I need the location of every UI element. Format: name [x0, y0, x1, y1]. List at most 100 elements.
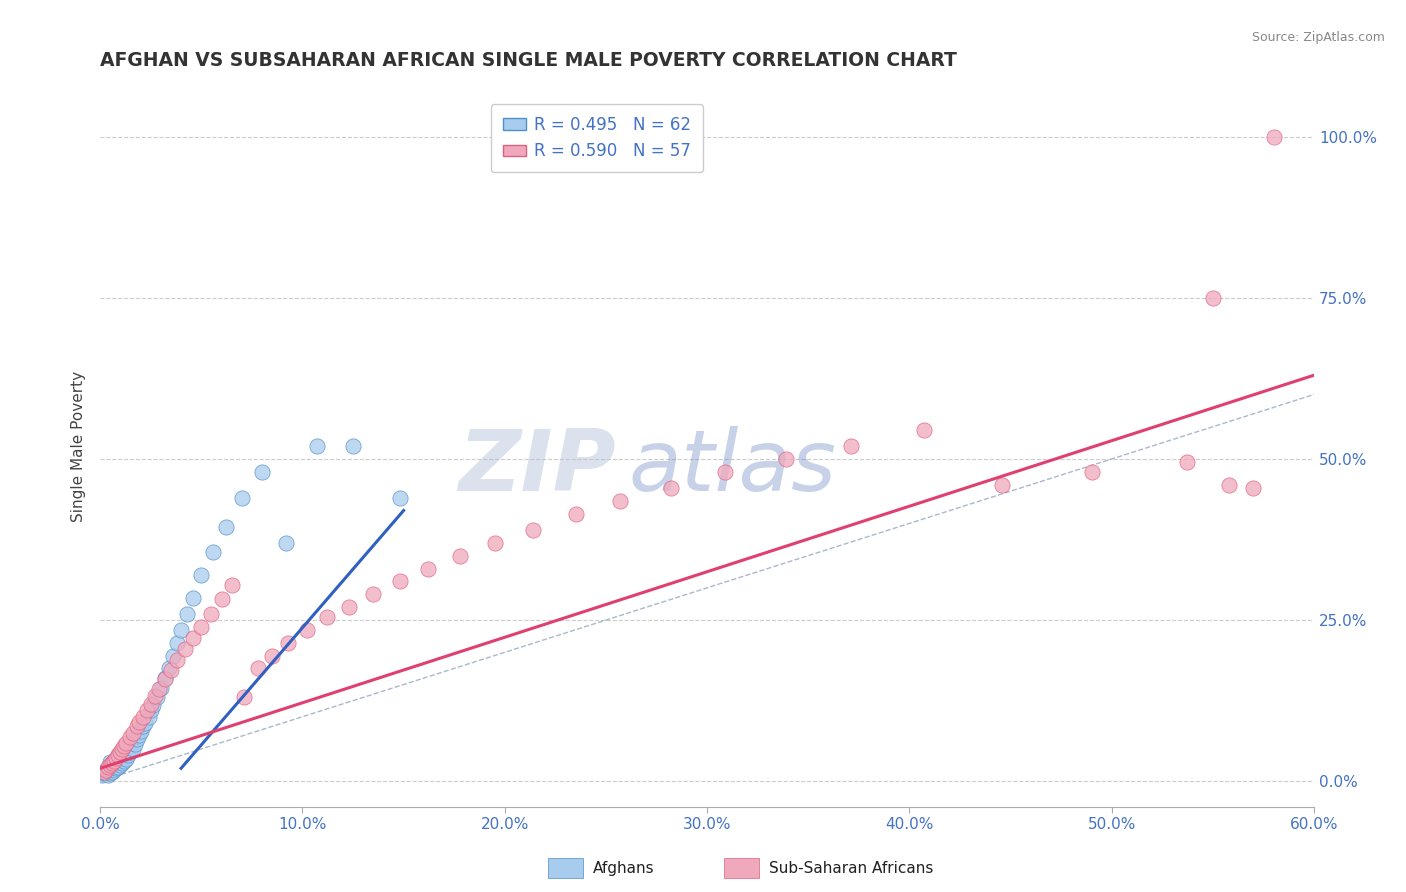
Point	[211, 592, 233, 607]
Point	[105, 756, 128, 771]
Point	[115, 735, 138, 749]
Point	[93, 766, 115, 780]
Text: Sub-Saharan Africans: Sub-Saharan Africans	[769, 862, 934, 876]
Point	[181, 631, 204, 645]
Point	[361, 587, 384, 601]
Point	[295, 623, 318, 637]
Point	[166, 653, 188, 667]
Point	[120, 735, 142, 749]
Text: Afghans: Afghans	[593, 862, 655, 876]
Point	[101, 756, 124, 771]
Point	[342, 439, 364, 453]
Text: ZIP: ZIP	[458, 426, 616, 509]
Text: AFGHAN VS SUBSAHARAN AFRICAN SINGLE MALE POVERTY CORRELATION CHART: AFGHAN VS SUBSAHARAN AFRICAN SINGLE MALE…	[100, 51, 957, 70]
Point	[139, 703, 162, 717]
Point	[912, 423, 935, 437]
Point	[609, 493, 631, 508]
Point	[449, 549, 471, 563]
Point	[162, 648, 184, 663]
Point	[277, 635, 299, 649]
Point	[214, 519, 236, 533]
Point	[91, 768, 114, 782]
Point	[115, 743, 138, 757]
Point	[115, 751, 138, 765]
Point	[157, 661, 180, 675]
Point	[714, 465, 737, 479]
Point	[176, 607, 198, 621]
Point	[305, 439, 328, 453]
Point	[142, 698, 165, 713]
Point	[1241, 481, 1264, 495]
Point	[839, 439, 862, 453]
Point	[131, 719, 153, 733]
Point	[153, 671, 176, 685]
Point	[112, 739, 135, 753]
Point	[125, 719, 148, 733]
Point	[111, 756, 134, 771]
Point	[112, 745, 135, 759]
Point	[200, 607, 222, 621]
Y-axis label: Single Male Poverty: Single Male Poverty	[72, 370, 86, 522]
Point	[97, 761, 120, 775]
Point	[388, 491, 411, 505]
Point	[246, 661, 269, 675]
Point	[93, 764, 115, 779]
Point	[98, 760, 121, 774]
Point	[107, 748, 129, 763]
Point	[149, 681, 172, 695]
Point	[659, 481, 682, 495]
Point	[121, 726, 143, 740]
Point	[107, 760, 129, 774]
Point	[111, 742, 134, 756]
Point	[117, 739, 139, 753]
Point	[103, 754, 125, 768]
Point	[1263, 129, 1285, 144]
Point	[416, 561, 439, 575]
Point	[124, 731, 146, 745]
Point	[131, 710, 153, 724]
Point	[202, 545, 225, 559]
Point	[775, 452, 797, 467]
Point	[101, 756, 124, 771]
Point	[1218, 477, 1240, 491]
Point	[1202, 291, 1225, 305]
Point	[1175, 455, 1198, 469]
Point	[103, 754, 125, 768]
Point	[97, 760, 120, 774]
Point	[190, 619, 212, 633]
Point	[564, 507, 586, 521]
Point	[110, 745, 132, 759]
Point	[120, 731, 142, 745]
Point	[96, 763, 118, 777]
Point	[231, 491, 253, 505]
Text: Source: ZipAtlas.com: Source: ZipAtlas.com	[1251, 31, 1385, 45]
Point	[96, 763, 118, 777]
Point	[105, 751, 128, 765]
Point	[484, 535, 506, 549]
Point	[276, 535, 298, 549]
Point	[101, 761, 124, 775]
Point	[262, 648, 284, 663]
Text: atlas: atlas	[628, 426, 837, 509]
Point	[107, 748, 129, 763]
Point	[128, 728, 150, 742]
Point	[110, 751, 132, 765]
Point	[105, 761, 128, 775]
Point	[135, 703, 157, 717]
Point	[112, 754, 135, 768]
Point	[98, 763, 121, 777]
Point	[129, 723, 152, 738]
Point	[221, 577, 243, 591]
Point	[138, 710, 160, 724]
Point	[120, 745, 142, 759]
Point	[103, 758, 125, 772]
Point	[181, 591, 204, 605]
Point	[190, 568, 212, 582]
Point	[991, 477, 1014, 491]
Point	[315, 610, 337, 624]
Point	[111, 748, 134, 763]
Point	[117, 748, 139, 763]
Point	[143, 689, 166, 703]
Point	[128, 714, 150, 729]
Point	[160, 664, 183, 678]
